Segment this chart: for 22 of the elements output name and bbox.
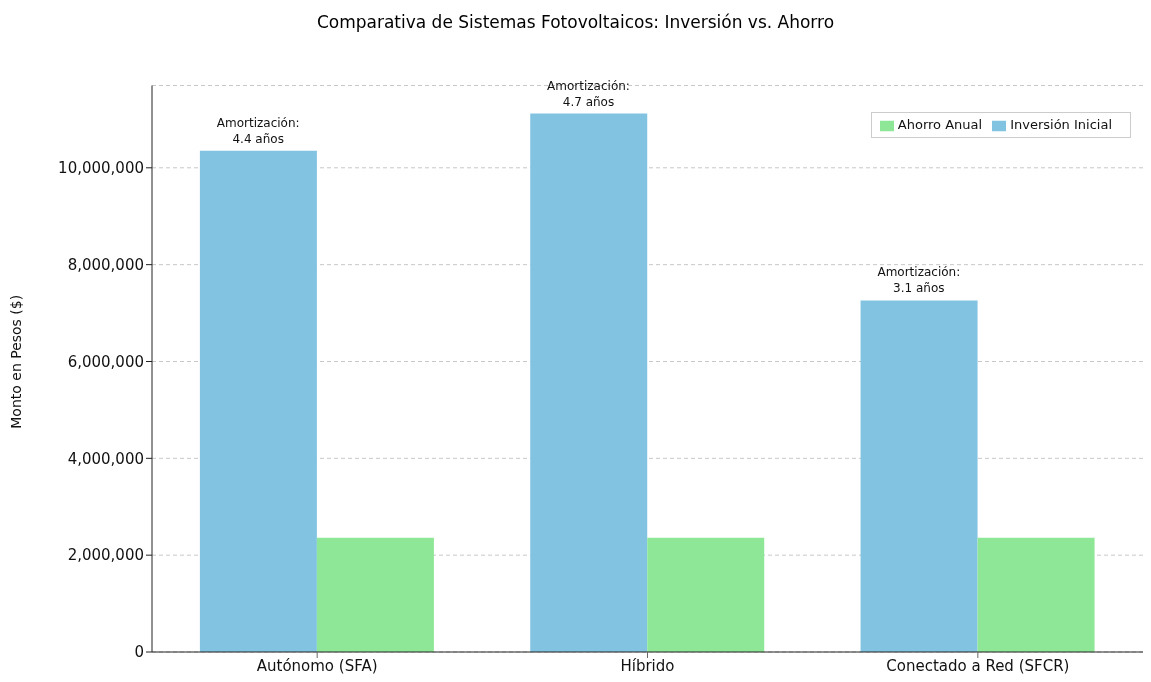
bar [530,113,648,652]
chart-title: Comparativa de Sistemas Fotovoltaicos: Inversión vs. Ahorro [315,11,836,34]
y-tick-label: 4,000,000 [67,449,144,468]
legend-label: Inversión Inicial [1010,117,1112,132]
y-tick-label: 0 [134,643,144,662]
y-tick-label: 10,000,000 [58,159,144,178]
bar [199,150,317,652]
legend-label: Ahorro Anual [897,117,983,132]
bar [647,537,765,652]
annotation: Amortización: 3.1 años [877,265,961,296]
y-axis-title: Monto en Pesos ($) [7,294,24,429]
y-tick-label: 2,000,000 [67,546,144,565]
annotation: Amortización: 4.4 años [216,115,300,146]
bar [860,300,978,652]
bar [316,537,434,652]
bar [977,537,1095,652]
x-tick-label: Conectado a Red (SFCR) [886,656,1070,675]
annotation: Amortización: 4.7 años [547,78,630,109]
y-tick-label: 8,000,000 [67,255,144,274]
y-tick-label: 6,000,000 [67,352,144,371]
x-tick-label: Autónomo (SFA) [256,656,378,675]
x-tick-label: Híbrido [620,656,675,675]
